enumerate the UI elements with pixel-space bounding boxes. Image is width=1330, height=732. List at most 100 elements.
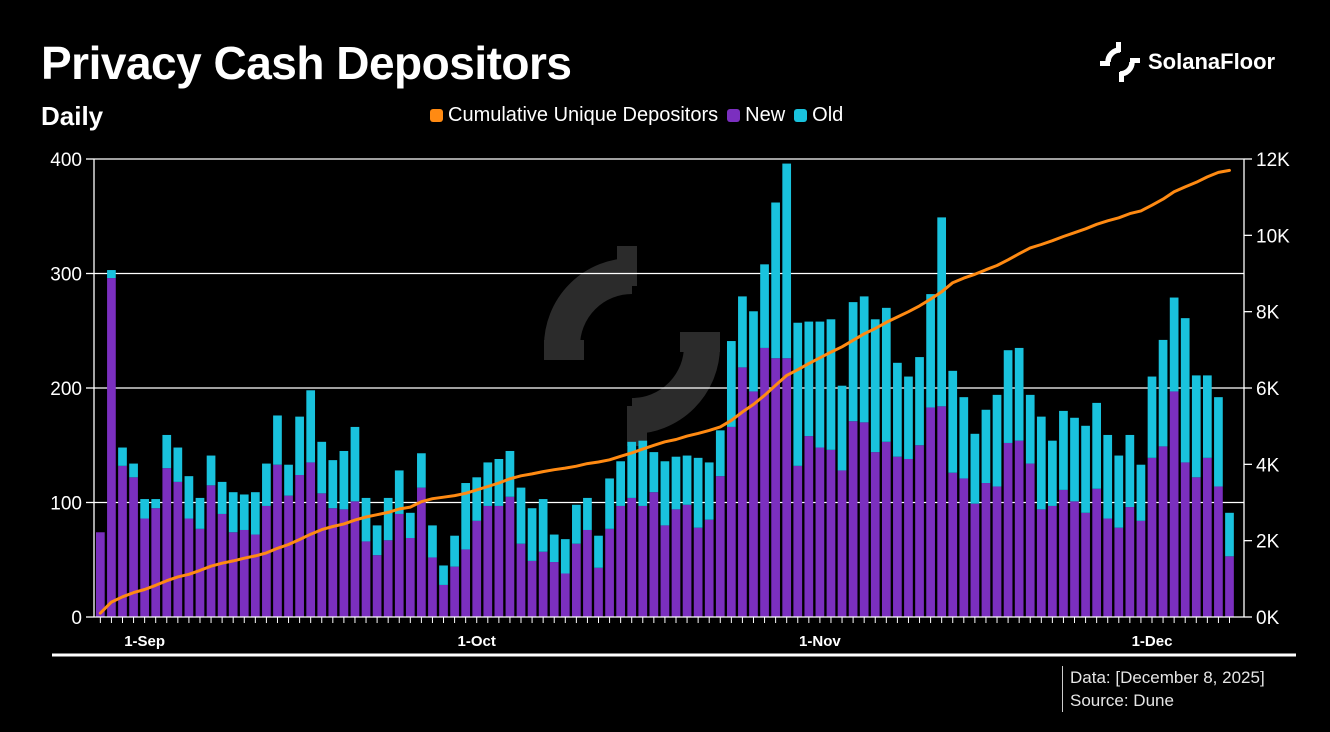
bar-new xyxy=(483,505,493,617)
bar-old xyxy=(560,539,570,574)
bar-old xyxy=(1081,425,1090,513)
bar-old xyxy=(1136,464,1146,521)
bar-old xyxy=(815,321,825,448)
bar-new xyxy=(560,573,570,617)
chart-footer: Data: [December 8, 2025] Source: Dune xyxy=(1062,666,1265,712)
bar-old xyxy=(726,341,736,427)
bar-old xyxy=(262,463,271,506)
bar-new xyxy=(1136,520,1146,617)
bar-old xyxy=(1092,402,1101,489)
bar-old xyxy=(660,461,670,526)
bar-new xyxy=(328,508,338,617)
x-tick-label: 1-Nov xyxy=(799,633,841,650)
bar-old xyxy=(970,433,980,504)
bar-series xyxy=(96,163,1234,617)
legend-swatch-cumulative xyxy=(430,109,443,122)
bar-old xyxy=(1169,297,1179,392)
bar-new xyxy=(1048,505,1057,617)
bar-new xyxy=(1114,527,1124,617)
y-left-tick-label: 100 xyxy=(50,494,82,515)
bar-old xyxy=(826,319,836,450)
bar-old xyxy=(1059,410,1068,490)
x-tick-label: 1-Oct xyxy=(458,633,496,650)
bar-new xyxy=(118,465,127,617)
bar-new xyxy=(848,421,858,617)
bar-new xyxy=(904,458,913,617)
bar-new xyxy=(1025,463,1035,617)
bar-old xyxy=(704,462,714,520)
bar-new xyxy=(1092,488,1101,617)
bar-old xyxy=(682,455,692,505)
bar-old xyxy=(959,397,969,479)
bar-new xyxy=(151,508,161,617)
bar-new xyxy=(129,477,138,617)
x-tick-label: 1-Dec xyxy=(1132,633,1173,650)
y-left-tick-label: 0 xyxy=(71,608,82,629)
bar-new xyxy=(1003,442,1013,617)
bar-old xyxy=(572,504,581,544)
bar-old xyxy=(859,296,869,423)
bar-new xyxy=(195,528,205,617)
bar-old xyxy=(837,385,847,471)
bar-new xyxy=(881,441,891,617)
solanafloor-watermark-icon xyxy=(544,246,720,446)
bar-new xyxy=(693,527,703,617)
bar-old xyxy=(992,394,1002,487)
y-right-tick-label: 8K xyxy=(1256,303,1280,324)
bar-new xyxy=(262,505,271,617)
bar-new xyxy=(970,503,980,617)
bar-new xyxy=(704,519,714,617)
bar-old xyxy=(638,440,648,506)
bar-new xyxy=(572,543,581,617)
bar-new xyxy=(649,492,659,617)
y-right-tick-label: 12K xyxy=(1256,150,1290,171)
bar-new xyxy=(893,456,902,617)
bar-old xyxy=(594,535,603,568)
bar-new xyxy=(162,468,172,617)
data-date-note: Data: [December 8, 2025] xyxy=(1070,668,1265,687)
bar-new xyxy=(339,509,349,617)
chart-title: Privacy Cash Depositors xyxy=(41,37,572,89)
bar-old xyxy=(284,464,293,496)
bar-old xyxy=(616,461,625,506)
bar-old xyxy=(118,447,127,466)
legend-label-cumulative: Cumulative Unique Depositors xyxy=(448,104,719,126)
bar-old xyxy=(1036,416,1046,510)
bar-new xyxy=(96,532,105,617)
bar-new xyxy=(1158,446,1168,617)
x-tick-label: 1-Sep xyxy=(124,633,165,650)
bar-old xyxy=(472,477,482,521)
bar-old xyxy=(173,447,183,482)
bar-old xyxy=(538,499,548,552)
bar-old xyxy=(505,450,515,497)
bar-old xyxy=(516,487,526,544)
bar-old xyxy=(1225,512,1234,557)
bar-old xyxy=(250,492,260,535)
bar-old xyxy=(129,463,138,478)
bar-new xyxy=(992,486,1002,617)
bar-old xyxy=(771,202,780,359)
bar-old xyxy=(361,497,371,542)
bar-old xyxy=(339,450,349,510)
bar-old xyxy=(1180,318,1190,463)
y-right-tick-label: 10K xyxy=(1256,226,1290,247)
bar-old xyxy=(804,321,814,437)
bar-old xyxy=(162,434,172,469)
bar-new xyxy=(1180,462,1190,617)
bar-new xyxy=(594,567,603,617)
bar-new xyxy=(217,513,227,617)
bar-new xyxy=(926,407,935,617)
y-right-tick-label: 0K xyxy=(1256,608,1280,629)
bar-new xyxy=(682,504,692,617)
bar-old xyxy=(749,311,758,392)
legend-swatch-old xyxy=(794,109,808,122)
bar-new xyxy=(760,347,769,617)
bar-old xyxy=(295,416,304,476)
legend-item-cumulative: Cumulative Unique Depositors xyxy=(430,104,718,127)
bar-old xyxy=(1214,397,1223,487)
bar-new xyxy=(1191,477,1201,617)
bar-new xyxy=(505,496,515,617)
bar-new xyxy=(1103,518,1113,617)
bar-old xyxy=(937,217,947,407)
bar-old xyxy=(328,460,338,509)
